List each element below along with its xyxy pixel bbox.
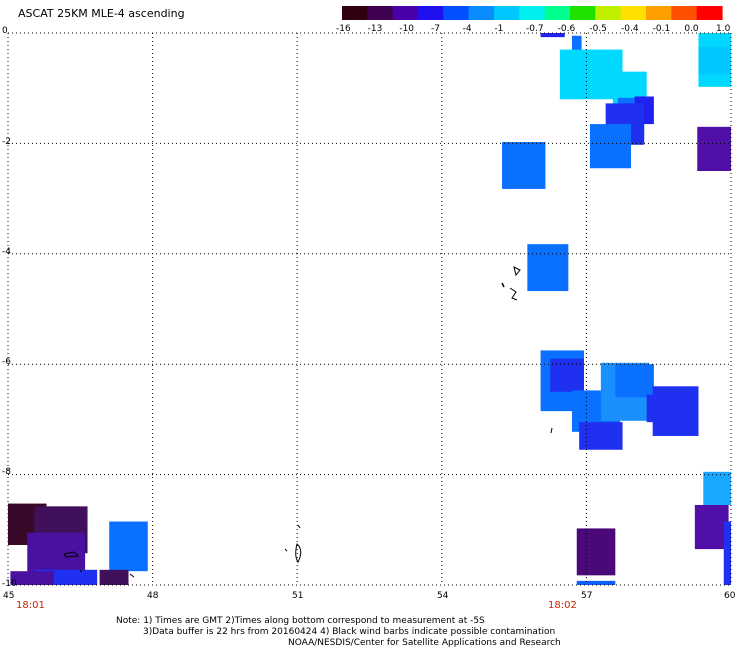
colorbar-segment — [392, 6, 419, 20]
colorbar-segment — [620, 6, 647, 20]
lat-label: -6 — [2, 357, 11, 367]
coastline-island — [295, 543, 302, 563]
colorbar-segment — [696, 6, 723, 20]
lon-label: 57 — [581, 591, 593, 601]
colorbar-tick-label: -4 — [462, 24, 472, 34]
data-cell — [99, 569, 129, 585]
note-line: Note: 1) Times are GMT 2)Times along bot… — [116, 616, 485, 626]
colorbar-segment — [367, 6, 394, 20]
coastline-island — [284, 548, 288, 552]
data-cell — [703, 471, 731, 505]
colorbar-segment — [595, 6, 622, 20]
time-label: 18:01 — [16, 600, 45, 611]
data-cell — [694, 504, 729, 550]
lon-label: 51 — [292, 591, 304, 601]
colorbar-segment — [342, 6, 368, 20]
colorbar — [342, 6, 723, 20]
colorbar-tick-label: -0.4 — [621, 24, 639, 34]
note-line: NOAA/NESDIS/Center for Satellite Applica… — [288, 638, 561, 648]
coastlines — [63, 266, 553, 578]
coastline-island — [63, 551, 80, 558]
colorbar-segment — [671, 6, 698, 20]
data-cell — [652, 386, 699, 436]
data-cell — [527, 244, 569, 292]
colorbar-tick-label: -0.1 — [652, 24, 671, 34]
scatterometer-cells — [8, 33, 731, 585]
data-cell — [550, 358, 584, 392]
colorbar-tick-label: -0.7 — [526, 24, 544, 34]
colorbar-tick-label: -10 — [399, 24, 415, 34]
coastline-island — [501, 282, 505, 288]
colorbar-tick-label: 0.0 — [684, 24, 699, 34]
data-cell — [576, 580, 616, 585]
coastline-island — [79, 569, 83, 573]
lat-label: -4 — [2, 247, 11, 257]
data-cell — [10, 571, 54, 585]
colorbar-tick-label: -16 — [336, 24, 351, 34]
colorbar-tick-label: -13 — [367, 24, 383, 34]
colorbar-tick-label: -7 — [431, 24, 440, 34]
colorbar-segment — [418, 6, 444, 20]
data-cell — [590, 124, 631, 169]
colorbar-segment — [494, 6, 520, 20]
grid-lines — [7, 32, 732, 586]
colorbar-tick-label: 1.0 — [716, 24, 731, 34]
colorbar-segment — [443, 6, 470, 20]
data-cell — [615, 364, 654, 398]
data-cell — [697, 126, 731, 171]
colorbar-tick-label: -0.6 — [557, 24, 576, 34]
data-cell — [698, 46, 731, 75]
time-label: 18:02 — [548, 600, 577, 611]
chart-title: ASCAT 25KM MLE-4 ascending — [18, 7, 185, 20]
lon-label: 60 — [724, 591, 736, 601]
lat-label: -8 — [2, 467, 11, 477]
colorbar-segment — [468, 6, 495, 20]
data-cell — [540, 33, 565, 38]
data-cell — [27, 532, 86, 577]
data-cell — [723, 521, 731, 585]
coastline-island — [129, 573, 135, 578]
coastline-island — [509, 287, 518, 301]
note-line: 3)Data buffer is 22 hrs from 20160424 4)… — [143, 627, 556, 637]
lat-label: 0 — [2, 26, 8, 36]
coastline-island — [297, 524, 301, 529]
data-cell — [502, 142, 546, 189]
lat-label: -10 — [2, 579, 17, 589]
data-cell — [571, 35, 582, 64]
colorbar-segment — [570, 6, 596, 20]
data-cell — [579, 422, 623, 450]
colorbar-segment — [646, 6, 672, 20]
lon-label: 54 — [437, 591, 449, 601]
lon-label: 48 — [147, 591, 159, 601]
data-cell — [559, 49, 623, 100]
data-cell — [576, 528, 616, 576]
lon-label: 45 — [3, 591, 15, 601]
colorbar-tick-label: -1 — [494, 24, 504, 34]
colorbar-tick-label: -0.5 — [589, 24, 607, 34]
coastline-island — [513, 266, 521, 277]
colorbar-segment — [544, 6, 571, 20]
coastline-island — [550, 427, 553, 434]
lat-label: -2 — [2, 137, 11, 147]
colorbar-segment — [519, 6, 546, 20]
data-cell — [109, 521, 148, 572]
